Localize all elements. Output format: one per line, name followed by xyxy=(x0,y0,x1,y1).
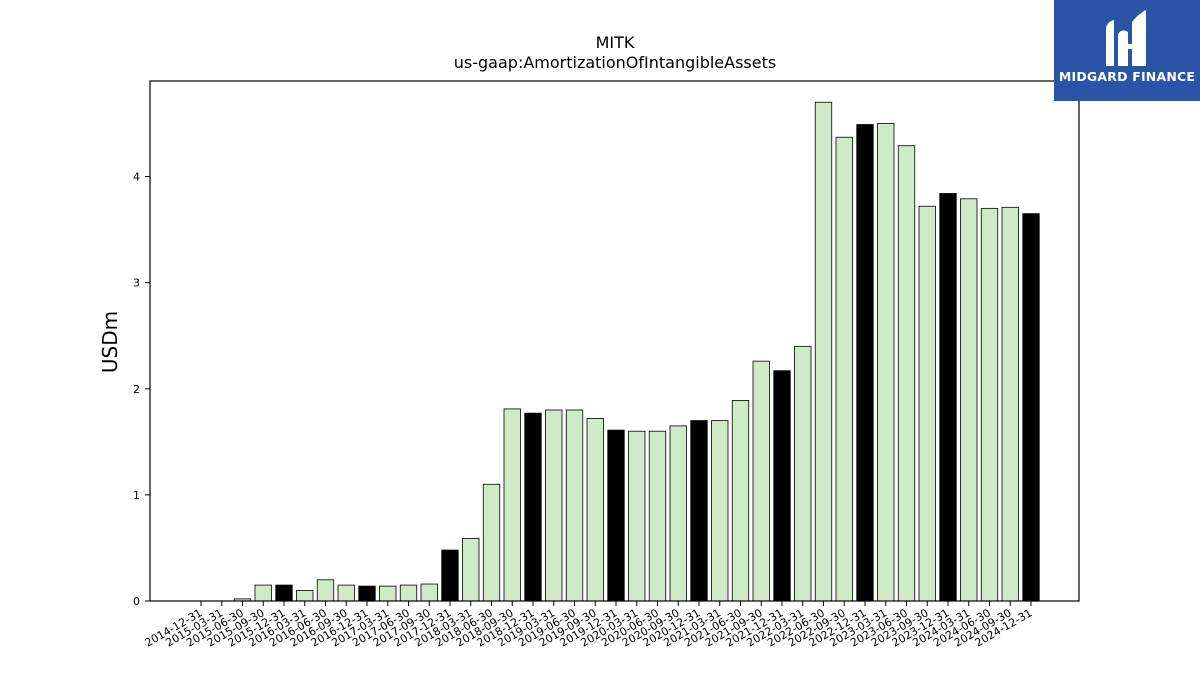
bar-2024-03-31 xyxy=(960,198,978,602)
bar-2017-06-30 xyxy=(399,584,418,602)
bar-2021-12-31 xyxy=(773,370,791,602)
bar-2022-12-31 xyxy=(856,124,874,602)
y-axis-label: USDm xyxy=(98,311,122,373)
y-tick-label-4: 4 xyxy=(133,171,140,184)
bars-group xyxy=(233,101,1040,602)
bar-2020-03-31 xyxy=(628,430,646,602)
x-axis: 2014-12-312015-03-312015-06-302015-09-30… xyxy=(143,601,1035,650)
chart-subtitle: us-gaap:AmortizationOfIntangibleAssets xyxy=(454,53,776,72)
bar-2023-03-31 xyxy=(877,123,895,602)
bar-2020-09-30 xyxy=(669,425,687,602)
bar-2020-12-31 xyxy=(690,420,708,602)
bar-2024-12-31 xyxy=(1022,213,1040,602)
midgard-logo-mark-icon xyxy=(1106,10,1146,66)
bar-2022-06-30 xyxy=(814,101,833,602)
bar-2023-06-30 xyxy=(897,145,916,602)
bar-2017-12-31 xyxy=(441,549,459,602)
bar-2017-03-31 xyxy=(379,585,397,602)
bar-2021-09-30 xyxy=(752,360,770,602)
bar-2021-03-31 xyxy=(711,420,729,602)
bar-2015-09-30 xyxy=(254,584,272,602)
bar-2023-12-31 xyxy=(939,193,957,602)
bar-2017-09-30 xyxy=(420,583,438,602)
y-tick-label-2: 2 xyxy=(133,383,140,396)
logo-text: MIDGARD FINANCE xyxy=(1058,69,1196,84)
plot-frame xyxy=(149,80,1080,602)
bar-2019-09-30 xyxy=(586,418,604,602)
bar-2019-06-30 xyxy=(565,409,584,602)
bar-2016-06-30 xyxy=(316,579,335,602)
bar-2018-06-30 xyxy=(482,483,501,602)
bar-2023-09-30 xyxy=(918,205,936,602)
bar-2022-03-31 xyxy=(794,345,812,602)
bar-2019-03-31 xyxy=(545,409,563,602)
bar-2015-12-31 xyxy=(275,584,293,602)
bar-2016-03-31 xyxy=(296,589,314,602)
bar-2016-09-30 xyxy=(337,584,355,602)
bar-2021-06-30 xyxy=(731,400,750,602)
bar-2019-12-31 xyxy=(607,429,625,602)
y-tick-label-1: 1 xyxy=(133,489,140,502)
y-tick-label-0: 0 xyxy=(133,595,140,608)
bar-2018-09-30 xyxy=(503,408,521,602)
bar-2020-06-30 xyxy=(648,430,667,602)
bar-2022-09-30 xyxy=(835,136,853,602)
chart-title: MITK xyxy=(596,33,635,52)
midgard-finance-logo: MIDGARD FINANCE xyxy=(1054,0,1200,101)
bar-2018-03-31 xyxy=(462,537,480,602)
bar-2024-06-30 xyxy=(980,207,999,602)
y-axis: 0 1 2 3 4 xyxy=(133,171,150,608)
bar-2016-12-31 xyxy=(358,585,376,602)
bar-2018-12-31 xyxy=(524,412,542,602)
bar-2024-09-30 xyxy=(1001,206,1019,602)
y-tick-label-3: 3 xyxy=(133,277,140,290)
